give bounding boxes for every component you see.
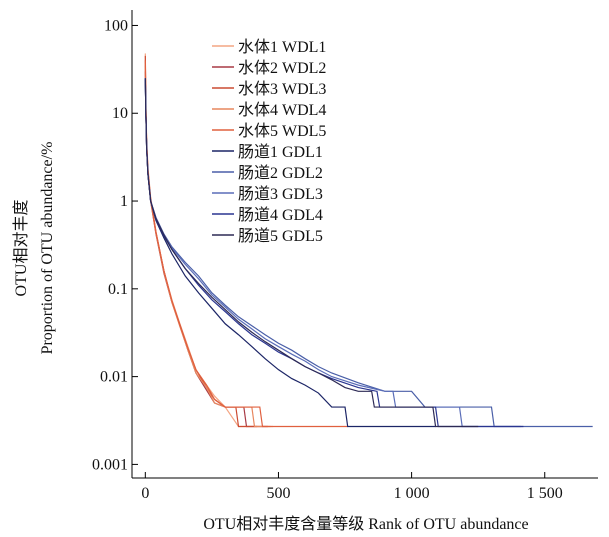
x-axis-label: OTU相对丰度含量等级 Rank of OTU abundance xyxy=(203,515,528,533)
legend-label-3: 水体3 WDL3 xyxy=(238,80,326,98)
y-tick-label: 1 xyxy=(120,193,128,210)
y-tick-label: 0.1 xyxy=(108,281,128,298)
legend: 水体1 WDL1 水体2 WDL2 水体3 WDL3 水体4 WDL4 水体5 WDL5… xyxy=(212,38,326,245)
x-tick-label: 1 000 xyxy=(394,485,430,502)
legend-label-4: 水体4 WDL4 xyxy=(238,101,326,119)
legend-label-5: 水体5 WDL5 xyxy=(238,122,326,140)
x-tick-label: 0 xyxy=(141,485,149,502)
y-tick-label: 0.01 xyxy=(100,369,128,386)
series-line-10 xyxy=(144,78,479,428)
series-line-8 xyxy=(144,78,521,428)
y-tick-label: 100 xyxy=(104,17,128,34)
legend-label-7: 肠道2 GDL2 xyxy=(238,164,323,182)
legend-label-8: 肠道3 GDL3 xyxy=(238,185,323,203)
series-line-4 xyxy=(144,65,271,428)
y-axis-label-line-2: Proportion of OTU abundance/% xyxy=(39,142,56,355)
y-tick-label: 10 xyxy=(112,105,128,122)
legend-label-9: 肠道4 GDL4 xyxy=(238,206,323,224)
y-tick-label: 0.001 xyxy=(92,456,128,473)
legend-label-10: 肠道5 GDL5 xyxy=(238,227,323,245)
legend-label-6: 肠道1 GDL1 xyxy=(238,143,323,161)
y-axis-label-line-1: OTU相对丰度 xyxy=(12,200,30,297)
legend-label-2: 水体2 WDL2 xyxy=(238,59,326,77)
x-tick-label: 500 xyxy=(266,485,290,502)
x-tick-label: 1 500 xyxy=(527,485,563,502)
legend-label-1: 水体1 WDL1 xyxy=(238,38,326,56)
series-layer xyxy=(144,53,593,428)
